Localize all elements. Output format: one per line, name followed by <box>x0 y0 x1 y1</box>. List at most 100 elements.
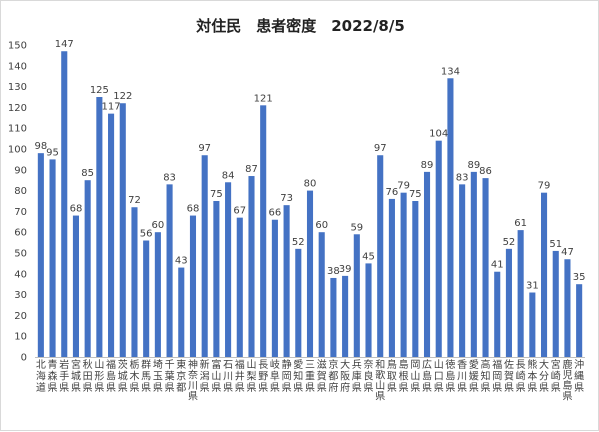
bar <box>388 198 395 357</box>
bar <box>447 78 454 357</box>
x-tick-label: 静岡県 <box>282 358 292 394</box>
x-tick-label: 埼玉県 <box>153 358 163 394</box>
data-label: 47 <box>561 247 574 258</box>
y-tick-label: 20 <box>14 311 27 322</box>
y-tick-label: 0 <box>21 353 27 364</box>
data-label: 121 <box>254 93 273 104</box>
data-label: 87 <box>245 164 258 175</box>
x-tick-label: 愛媛県 <box>469 358 479 394</box>
x-tick-label: 長野県 <box>258 359 268 394</box>
y-axis: 0 10 20 30 40 50 60 70 80 90 100 110 120 130 140 150 <box>8 41 585 364</box>
x-tick-label: 香川県 <box>457 359 467 394</box>
bar <box>248 176 255 357</box>
bar <box>96 97 103 357</box>
bar <box>529 292 536 357</box>
data-label: 97 <box>198 143 211 154</box>
bar <box>564 259 571 357</box>
x-tick-label: 大阪府 <box>340 358 350 394</box>
bar-series <box>37 51 583 358</box>
x-tick-label: 神奈川県 <box>188 358 198 403</box>
bar <box>295 248 302 357</box>
y-tick-label: 80 <box>14 186 27 197</box>
y-tick-label: 60 <box>14 228 27 239</box>
x-tick-label: 茨城県 <box>118 358 128 394</box>
data-label: 41 <box>491 260 504 271</box>
bar <box>377 155 384 357</box>
bar <box>435 140 442 357</box>
x-tick-label: 島根県 <box>399 358 409 394</box>
bar <box>505 248 512 357</box>
bar <box>494 271 501 357</box>
data-label: 85 <box>81 168 94 179</box>
data-label: 59 <box>350 222 363 233</box>
x-tick-label: 大分県 <box>539 358 549 394</box>
bar <box>470 171 477 357</box>
bar <box>201 155 208 357</box>
bar <box>517 230 524 357</box>
data-label: 125 <box>90 85 109 96</box>
x-tick-label: 東京都 <box>176 358 186 394</box>
data-label: 83 <box>163 172 176 183</box>
x-tick-label: 高知県 <box>481 358 491 394</box>
y-tick-label: 130 <box>8 82 27 93</box>
data-label: 86 <box>479 166 492 177</box>
y-tick-label: 50 <box>14 249 27 260</box>
x-tick-label: 熊本県 <box>527 358 537 394</box>
x-tick-label: 佐賀県 <box>504 359 514 394</box>
bar <box>61 51 68 358</box>
data-label: 104 <box>429 129 448 140</box>
y-tick-label: 110 <box>8 124 27 135</box>
data-label: 68 <box>187 204 200 215</box>
y-tick-label: 120 <box>8 103 27 114</box>
bar <box>108 113 115 357</box>
data-label: 95 <box>46 147 59 158</box>
data-label: 45 <box>362 251 375 262</box>
x-tick-label: 宮城県 <box>71 358 81 394</box>
bar <box>459 184 466 357</box>
x-tick-label: 宮崎県 <box>551 358 561 394</box>
x-tick-label: 群馬県 <box>141 358 151 394</box>
bar <box>225 182 232 357</box>
data-label: 72 <box>128 195 141 206</box>
bar <box>412 201 419 357</box>
data-label: 38 <box>327 266 340 277</box>
bar <box>189 215 197 357</box>
data-label: 89 <box>467 160 480 171</box>
bar <box>541 192 548 357</box>
bar <box>236 217 243 357</box>
data-label: 134 <box>441 66 460 77</box>
x-tick-label: 新潟県 <box>200 358 210 394</box>
bar <box>154 232 161 357</box>
bar <box>552 250 559 357</box>
data-label: 39 <box>339 264 352 275</box>
bar <box>353 234 360 357</box>
y-tick-label: 100 <box>8 145 27 156</box>
data-label: 117 <box>102 102 121 113</box>
x-tick-label: 北海道 <box>36 359 46 394</box>
x-tick-label: 広島県 <box>422 358 432 394</box>
data-label: 79 <box>538 181 551 192</box>
bar <box>166 184 173 357</box>
x-tick-label: 山口県 <box>434 359 444 394</box>
bar <box>131 207 138 357</box>
x-tick-label: 長崎県 <box>516 359 526 394</box>
x-tick-label: 鳥取県 <box>387 358 397 394</box>
data-labels: 9895147688512511712272566083436897758467… <box>34 39 585 291</box>
bar <box>576 284 583 357</box>
x-tick-label: 青森県 <box>48 358 58 394</box>
bar <box>330 277 337 357</box>
x-tick-label: 福岡県 <box>492 358 502 394</box>
data-label: 60 <box>152 220 165 231</box>
data-label: 147 <box>55 39 74 50</box>
x-tick-label: 山形県 <box>94 359 104 394</box>
bar <box>84 180 91 357</box>
bar <box>283 205 290 357</box>
data-label: 97 <box>374 143 387 154</box>
x-tick-label: 富山県 <box>211 358 221 394</box>
x-tick-label: 沖縄県 <box>574 358 584 394</box>
x-tick-label: 愛知県 <box>293 358 303 394</box>
y-tick-label: 10 <box>14 332 27 343</box>
data-label: 56 <box>140 229 153 240</box>
data-label: 52 <box>292 237 305 248</box>
